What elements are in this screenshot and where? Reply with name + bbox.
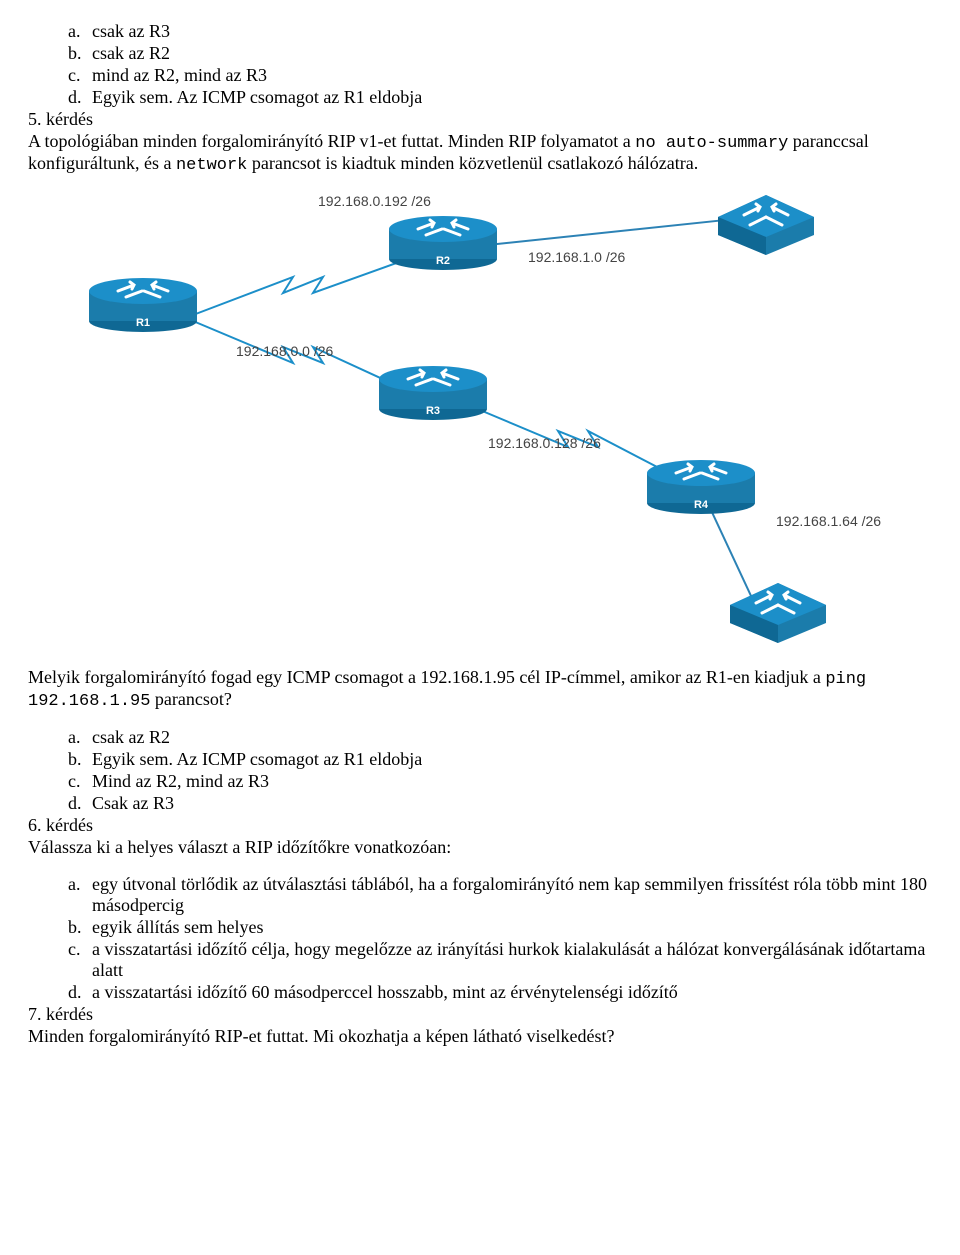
router-label: R2: [388, 255, 498, 267]
q6-intro: Válassza ki a helyes választ a RIP időzí…: [28, 837, 932, 858]
q5-paragraph: A topológiában minden forgalomirányító R…: [28, 131, 932, 175]
q6-heading: 6. kérdés: [28, 815, 932, 836]
option-letter: a.: [68, 727, 92, 748]
network-diagram: R1 R2 R3: [88, 187, 908, 657]
q5b-option-a: a. csak az R2: [68, 727, 932, 748]
option-letter: a.: [68, 21, 92, 42]
option-letter: b.: [68, 43, 92, 64]
router-r1: R1: [88, 277, 198, 333]
option-text: csak az R2: [92, 727, 170, 748]
q5b-paragraph: Melyik forgalomirányító fogad egy ICMP c…: [28, 667, 932, 711]
option-letter: d.: [68, 87, 92, 108]
router-r2: R2: [388, 215, 498, 271]
option-letter: c.: [68, 939, 92, 981]
router-r4: R4: [646, 459, 756, 515]
option-text: Egyik sem. Az ICMP csomagot az R1 eldobj…: [92, 749, 422, 770]
q7-intro: Minden forgalomirányító RIP-et futtat. M…: [28, 1026, 932, 1047]
code-network: network: [176, 156, 247, 175]
link-r2-switch: [478, 218, 737, 247]
router-r3: R3: [378, 365, 488, 421]
q5b-option-b: b. Egyik sem. Az ICMP csomagot az R1 eld…: [68, 749, 932, 770]
q4-option-a: a. csak az R3: [68, 21, 932, 42]
option-letter: a.: [68, 874, 92, 916]
option-letter: b.: [68, 749, 92, 770]
option-text: Csak az R3: [92, 793, 174, 814]
option-text: egy útvonal törlődik az útválasztási táb…: [92, 874, 932, 916]
switch-top: [716, 187, 816, 257]
option-text: csak az R2: [92, 43, 170, 64]
option-letter: d.: [68, 793, 92, 814]
router-label: R4: [646, 499, 756, 511]
q6-options: a. egy útvonal törlődik az útválasztási …: [68, 874, 932, 1003]
label-r3-left: 192.168.0.0 /26: [236, 343, 333, 359]
q7-heading: 7. kérdés: [28, 1004, 932, 1025]
q5-p-suffix: parancsot is kiadtuk minden közvetlenül …: [247, 153, 698, 173]
option-letter: b.: [68, 917, 92, 938]
switch-bottom: [728, 575, 828, 645]
label-r2-right: 192.168.1.0 /26: [528, 249, 625, 265]
option-letter: d.: [68, 982, 92, 1003]
q5b-option-d: d. Csak az R3: [68, 793, 932, 814]
option-text: csak az R3: [92, 21, 170, 42]
option-text: a visszatartási időzítő 60 másodperccel …: [92, 982, 678, 1003]
q5-p-prefix: A topológiában minden forgalomirányító R…: [28, 131, 635, 151]
q5b-prefix: Melyik forgalomirányító fogad egy ICMP c…: [28, 667, 825, 687]
q4-option-d: d. Egyik sem. Az ICMP csomagot az R1 eld…: [68, 87, 932, 108]
q5b-options: a. csak az R2 b. Egyik sem. Az ICMP csom…: [68, 727, 932, 814]
option-text: a visszatartási időzítő célja, hogy mege…: [92, 939, 932, 981]
option-letter: c.: [68, 771, 92, 792]
option-text: Mind az R2, mind az R3: [92, 771, 269, 792]
q4-option-c: c. mind az R2, mind az R3: [68, 65, 932, 86]
option-text: egyik állítás sem helyes: [92, 917, 263, 938]
code-no-auto-summary: no auto-summary: [635, 134, 788, 153]
router-label: R3: [378, 405, 488, 417]
q6-option-a: a. egy útvonal törlődik az útválasztási …: [68, 874, 932, 916]
q5b-suffix: parancsot?: [150, 689, 231, 709]
option-text: Egyik sem. Az ICMP csomagot az R1 eldobj…: [92, 87, 422, 108]
q4-options: a. csak az R3 b. csak az R2 c. mind az R…: [68, 21, 932, 108]
q5-heading: 5. kérdés: [28, 109, 932, 130]
option-text: mind az R2, mind az R3: [92, 65, 267, 86]
label-r4-right: 192.168.1.64 /26: [776, 513, 881, 529]
q6-option-d: d. a visszatartási időzítő 60 másodpercc…: [68, 982, 932, 1003]
option-letter: c.: [68, 65, 92, 86]
q6-option-c: c. a visszatartási időzítő célja, hogy m…: [68, 939, 932, 981]
router-label: R1: [88, 317, 198, 329]
q6-option-b: b. egyik állítás sem helyes: [68, 917, 932, 938]
q5b-option-c: c. Mind az R2, mind az R3: [68, 771, 932, 792]
label-r3-down: 192.168.0.128 /26: [488, 435, 601, 451]
label-r2-upper: 192.168.0.192 /26: [318, 193, 431, 209]
q4-option-b: b. csak az R2: [68, 43, 932, 64]
